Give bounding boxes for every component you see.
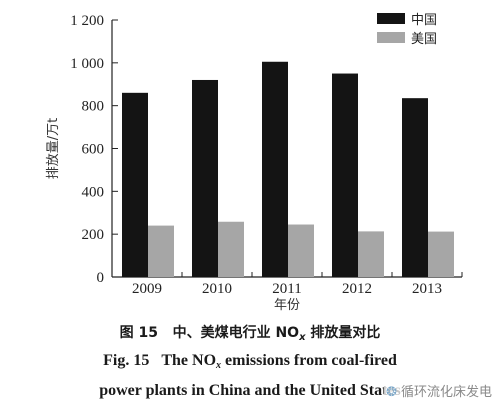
caption-cn-subscript: x (299, 332, 306, 343)
y-tick-label: 1 000 (70, 56, 104, 72)
legend-swatch-usa (377, 32, 405, 43)
x-tick-label: 2009 (132, 281, 162, 297)
bar-china-2009 (122, 92, 148, 277)
legend-swatch-china (377, 13, 405, 24)
y-tick-label: 1 200 (70, 13, 104, 29)
y-tick-label: 400 (82, 184, 105, 200)
caption-cn-main: 中、美煤电行业 NO (172, 325, 300, 341)
x-tick-label: 2013 (412, 281, 442, 297)
bar-usa-2010 (218, 221, 244, 277)
bar-usa-2011 (288, 224, 314, 277)
caption-en-rest: emissions from coal-fired (221, 352, 397, 369)
y-tick-label: 200 (82, 227, 105, 243)
bar-china-2011 (262, 61, 288, 278)
bar-china-2010 (192, 79, 218, 277)
legend-label-china: 中国 (411, 13, 437, 28)
y-axis-title: 排放量/万t (46, 118, 61, 179)
y-tick-label: 800 (82, 99, 105, 115)
caption-en-main: The NO (161, 352, 217, 369)
bar-chart: 0 200 400 600 800 1 000 1 200 2009 2010 2011 2012 2… (46, 13, 463, 313)
y-tick-label: 0 (97, 270, 105, 286)
x-tick-label: 2010 (202, 281, 232, 297)
caption-english-line1: Fig. 15 The NOx emissions from coal-fire… (0, 352, 500, 371)
x-axis-title: 年份 (274, 298, 300, 313)
caption-en-subscript: x (216, 360, 222, 371)
legend-label-usa: 美国 (411, 32, 437, 47)
x-tick-label: 2011 (272, 281, 301, 297)
bar-china-2013 (402, 98, 428, 277)
caption-en-figure-number: Fig. 15 (103, 352, 150, 369)
x-tick-label: 2012 (342, 281, 372, 297)
wechat-icon: ❂ (385, 385, 397, 400)
caption-chinese: 图 15 中、美煤电行业 NOx 排放量对比 (0, 322, 500, 343)
watermark: ❂ 循环流化床发电 (383, 381, 494, 400)
bar-china-2012 (332, 73, 358, 278)
caption-cn-suffix: 排放量对比 (305, 325, 381, 341)
watermark-text: 循环流化床发电 (400, 385, 492, 400)
bar-usa-2009 (148, 225, 174, 277)
bar-usa-2012 (358, 231, 384, 277)
caption-english-line2: power plants in China and the United Sta… (99, 382, 401, 399)
bar-usa-2013 (428, 231, 454, 277)
caption-cn-figure-number: 图 15 (119, 325, 158, 341)
y-tick-label: 600 (82, 142, 105, 158)
